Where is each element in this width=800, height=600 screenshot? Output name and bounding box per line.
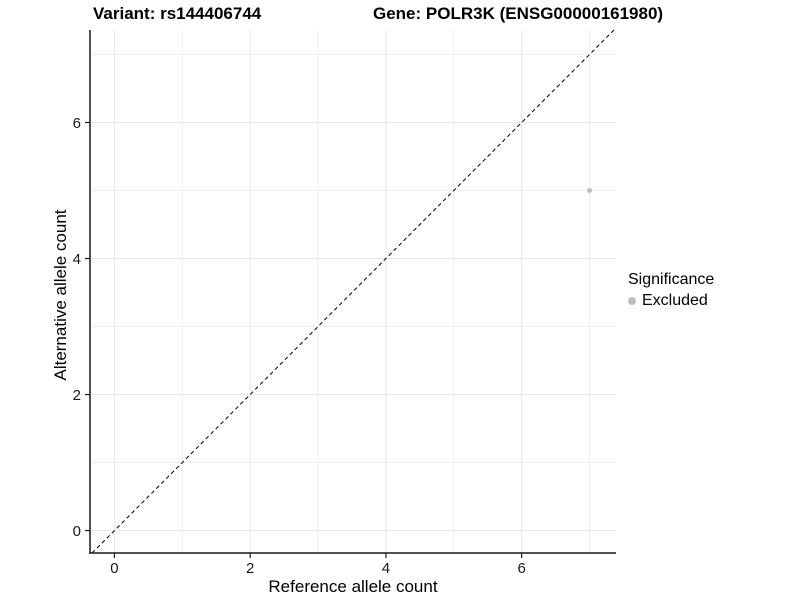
y-tick-label: 4 [73, 251, 81, 268]
x-axis-title: Reference allele count [268, 577, 438, 596]
legend-marker-excluded-icon [628, 297, 636, 305]
x-tick-label: 4 [382, 560, 390, 577]
legend-item-label: Excluded [642, 292, 708, 309]
legend-item-excluded: Excluded [628, 292, 714, 310]
plot-title-variant: Variant: rs144406744 [93, 4, 262, 23]
x-tick-label: 2 [246, 560, 254, 577]
x-tick-label: 6 [517, 560, 525, 577]
legend: Significance Excluded [628, 271, 714, 310]
identity-reference-line [91, 29, 615, 554]
y-tick-label: 6 [73, 115, 81, 132]
data-point-excluded [587, 188, 593, 194]
y-tick-label: 2 [73, 387, 81, 404]
legend-title: Significance [628, 271, 715, 288]
x-tick-label: 0 [110, 560, 118, 577]
y-axis-title: Alternative allele count [51, 209, 70, 381]
y-tick-label: 0 [73, 523, 81, 540]
plot-title-gene: Gene: POLR3K (ENSG00000161980) [373, 4, 664, 23]
